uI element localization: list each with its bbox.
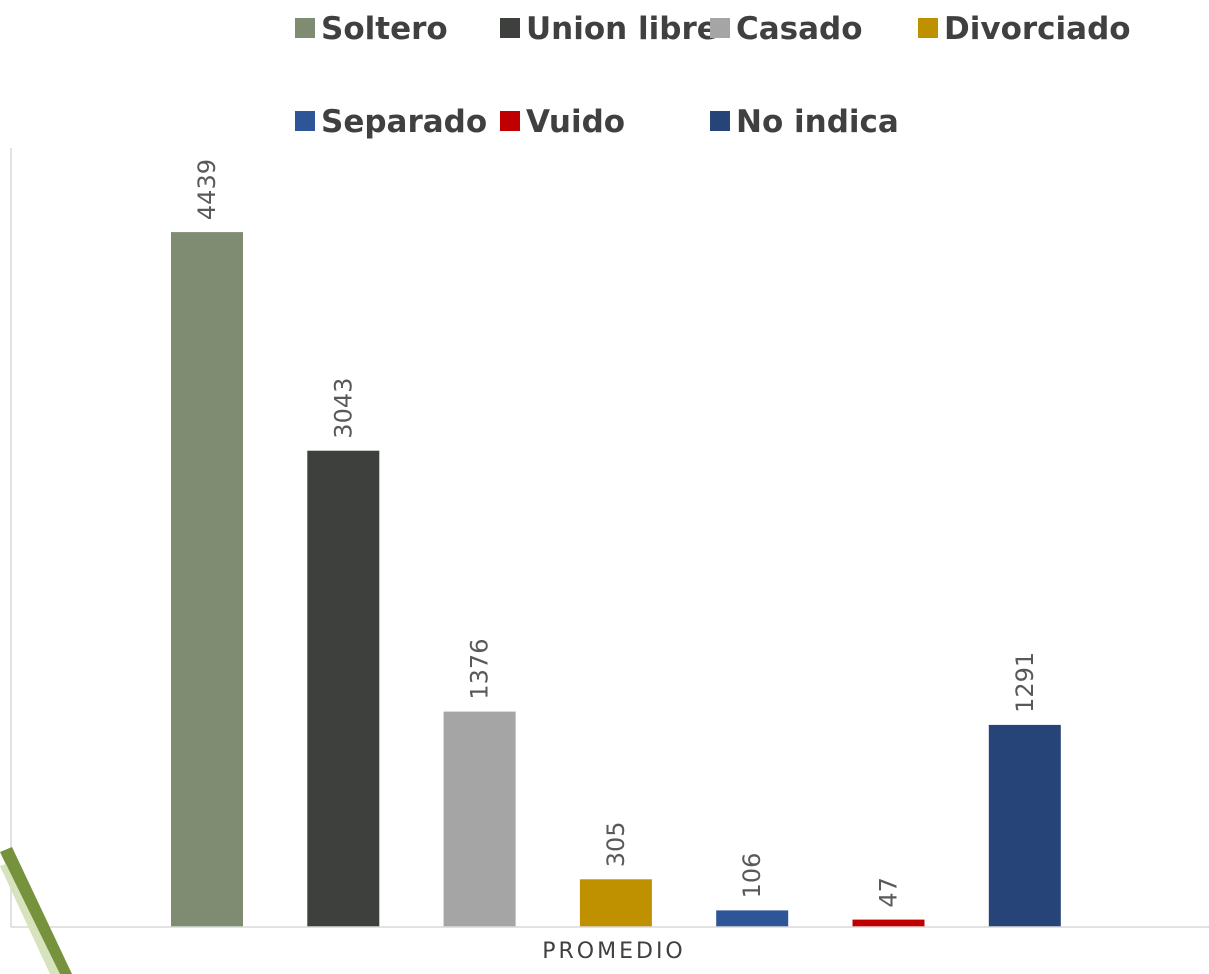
legend-swatch-vuido — [500, 111, 520, 131]
legend-swatch-divorciado — [918, 18, 938, 38]
corner-decoration — [0, 847, 72, 974]
bar-vuido — [852, 919, 925, 927]
bars — [171, 232, 1061, 928]
legend-label-no-indica: No indica — [736, 104, 899, 140]
legend-swatch-casado — [710, 18, 730, 38]
legend-label-soltero: Soltero — [321, 11, 448, 47]
legend-label-separado: Separado — [321, 104, 487, 140]
legend-label-casado: Casado — [736, 11, 863, 47]
legend: Soltero Union libre Casado Divorciado Separa… — [295, 11, 1131, 140]
data-label-vuido: 47 — [875, 877, 903, 908]
bar-no-indica — [988, 724, 1061, 927]
data-label-casado: 1376 — [466, 639, 494, 700]
bar-divorciado — [579, 879, 652, 927]
data-label-no-indica: 1291 — [1011, 652, 1039, 713]
data-label-separado: 106 — [738, 853, 766, 899]
legend-label-vuido: Vuido — [526, 104, 625, 140]
legend-swatch-no-indica — [710, 111, 730, 131]
legend-swatch-union-libre — [500, 18, 520, 38]
legend-swatch-soltero — [295, 18, 315, 38]
bar-casado — [443, 711, 516, 927]
data-label-soltero: 4439 — [193, 159, 221, 220]
data-label-union-libre: 3043 — [329, 378, 357, 439]
legend-label-union-libre: Union libre — [526, 11, 718, 47]
bar-separado — [716, 910, 789, 927]
corner-decoration-accent — [0, 864, 60, 974]
bar-soltero — [171, 232, 243, 928]
bar-union-libre — [307, 450, 380, 927]
data-label-divorciado: 305 — [602, 821, 630, 867]
legend-swatch-separado — [295, 111, 315, 131]
legend-label-divorciado: Divorciado — [944, 11, 1131, 47]
data-labels: 4439 3043 1376 305 106 47 1291 — [193, 159, 1039, 908]
x-tick-label: PROMEDIO — [542, 939, 686, 964]
